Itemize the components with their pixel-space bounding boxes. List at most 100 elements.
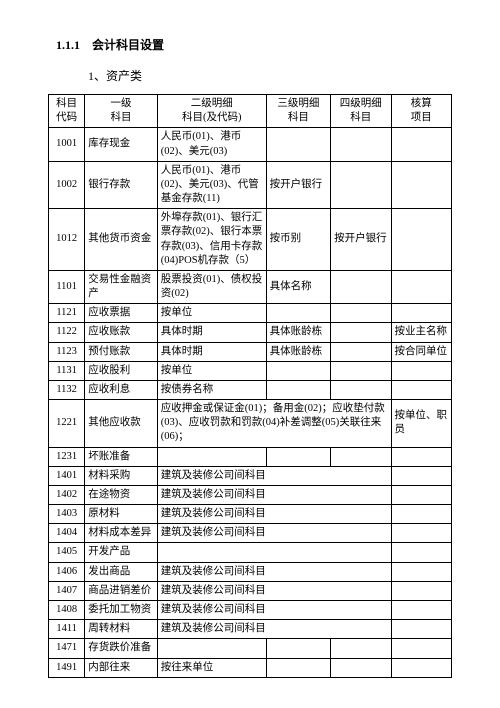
table-row: 1002银行存款人民币(01)、港币(02)、美元(03)、代管基金存款(11)… — [49, 161, 452, 209]
cell-lv3: 按开户银行 — [266, 161, 330, 209]
cell-code: 1404 — [49, 524, 85, 543]
cell-lv2-merged: 建筑及装修公司间科目 — [157, 600, 391, 619]
cell-item: 按合同单位 — [391, 342, 451, 361]
table-row: 1471存货跌价准备 — [49, 639, 452, 658]
cell-code: 1411 — [49, 620, 85, 639]
cell-lv1: 交易性金融资产 — [85, 270, 158, 303]
col-header: 一级科目 — [85, 95, 158, 128]
cell-code: 1406 — [49, 562, 85, 581]
cell-lv4 — [331, 304, 391, 323]
cell-lv4: 按开户银行 — [331, 209, 391, 271]
section-title: 1.1.1 会计科目设置 — [56, 36, 452, 53]
cell-lv4 — [331, 161, 391, 209]
cell-lv3: 按币别 — [266, 209, 330, 271]
cell-lv2-merged: 建筑及装修公司间科目 — [157, 466, 391, 485]
table-row: 1411周转材料建筑及装修公司间科目 — [49, 620, 452, 639]
cell-lv4 — [331, 270, 391, 303]
cell-code: 1121 — [49, 304, 85, 323]
cell-lv4 — [331, 128, 391, 161]
cell-lv1: 应收利息 — [85, 380, 158, 399]
cell-lv3: 具体账龄栋 — [266, 323, 330, 342]
table-row: 1405开发产品 — [49, 543, 452, 562]
cell-code: 1122 — [49, 323, 85, 342]
table-row: 1407商品进销差价建筑及装修公司间科目 — [49, 581, 452, 600]
table-row: 1122应收账款具体时期具体账龄栋按业主名称 — [49, 323, 452, 342]
table-row: 1221其他应收款应收押金或保证金(01)；备用金(02)；应收垫付款(03)、… — [49, 400, 452, 448]
cell-code: 1131 — [49, 361, 85, 380]
table-row: 1402在途物资建筑及装修公司间科目 — [49, 485, 452, 504]
cell-lv2: 人民币(01)、港币(02)、美元(03)、代管基金存款(11) — [157, 161, 266, 209]
cell-lv2: 具体时期 — [157, 323, 266, 342]
cell-lv1: 在途物资 — [85, 485, 158, 504]
table-row: 1001库存现金人民币(01)、港币(02)、美元(03) — [49, 128, 452, 161]
cell-code: 1123 — [49, 342, 85, 361]
cell-item — [391, 505, 451, 524]
table-row: 1123预付账款具体时期具体账龄栋按合同单位 — [49, 342, 452, 361]
cell-lv1: 应收票据 — [85, 304, 158, 323]
cell-lv1: 材料采购 — [85, 466, 158, 485]
cell-code: 1002 — [49, 161, 85, 209]
cell-lv1: 存货跌价准备 — [85, 639, 158, 658]
cell-lv2: 人民币(01)、港币(02)、美元(03) — [157, 128, 266, 161]
cell-lv4 — [331, 323, 391, 342]
cell-lv2: 股票投资(01)、债权投资(02) — [157, 270, 266, 303]
cell-lv1: 应收股利 — [85, 361, 158, 380]
cell-code: 1402 — [49, 485, 85, 504]
cell-lv2-merged: 应收押金或保证金(01)；备用金(02)；应收垫付款(03)、应收罚款和罚款(0… — [157, 400, 391, 448]
cell-lv2 — [157, 639, 266, 658]
cell-lv4 — [331, 361, 391, 380]
table-row: 1406发出商品建筑及装修公司间科目 — [49, 562, 452, 581]
cell-lv1: 银行存款 — [85, 161, 158, 209]
cell-lv3 — [266, 128, 330, 161]
cell-item — [391, 128, 451, 161]
cell-code: 1231 — [49, 447, 85, 466]
cell-code: 1403 — [49, 505, 85, 524]
table-row: 1401材料采购建筑及装修公司间科目 — [49, 466, 452, 485]
cell-lv2-merged: 建筑及装修公司间科目 — [157, 620, 391, 639]
cell-item — [391, 581, 451, 600]
cell-lv2-merged: 建筑及装修公司间科目 — [157, 485, 391, 504]
cell-item — [391, 270, 451, 303]
table-row: 1408委托加工物资建筑及装修公司间科目 — [49, 600, 452, 619]
cell-lv3 — [266, 361, 330, 380]
cell-lv1: 委托加工物资 — [85, 600, 158, 619]
table-row: 1491内部往来按往来单位 — [49, 658, 452, 677]
cell-code: 1221 — [49, 400, 85, 448]
cell-lv2-merged: 建筑及装修公司间科目 — [157, 505, 391, 524]
cell-item — [391, 361, 451, 380]
cell-code: 1491 — [49, 658, 85, 677]
cell-item — [391, 620, 451, 639]
cell-item — [391, 543, 451, 562]
cell-lv2 — [157, 447, 266, 466]
cell-item — [391, 639, 451, 658]
cell-item: 按单位、职员 — [391, 400, 451, 448]
table-header: 科目代码一级科目二级明细科目(及代码)三级明细科目四级明细科目核算项目 — [49, 95, 452, 128]
cell-lv4 — [331, 380, 391, 399]
cell-lv1: 商品进销差价 — [85, 581, 158, 600]
cell-lv1: 发出商品 — [85, 562, 158, 581]
table-row: 1121应收票据按单位 — [49, 304, 452, 323]
cell-lv4 — [331, 639, 391, 658]
cell-lv2: 具体时期 — [157, 342, 266, 361]
cell-lv1: 预付账款 — [85, 342, 158, 361]
cell-lv4 — [331, 447, 391, 466]
table-row: 1231坏账准备 — [49, 447, 452, 466]
cell-code: 1405 — [49, 543, 85, 562]
cell-lv1: 坏账准备 — [85, 447, 158, 466]
col-header: 三级明细科目 — [266, 95, 330, 128]
table-row: 1132应收利息按债券名称 — [49, 380, 452, 399]
cell-lv4 — [331, 658, 391, 677]
table-row: 1404材料成本差异建筑及装修公司间科目 — [49, 524, 452, 543]
cell-lv3 — [266, 447, 330, 466]
cell-code: 1408 — [49, 600, 85, 619]
cell-lv2-merged: 建筑及装修公司间科目 — [157, 562, 391, 581]
cell-lv1: 开发产品 — [85, 543, 158, 562]
col-header: 科目代码 — [49, 95, 85, 128]
cell-lv3 — [266, 304, 330, 323]
cell-lv1: 其他货币资金 — [85, 209, 158, 271]
cell-item: 按业主名称 — [391, 323, 451, 342]
cell-lv3: 具体名称 — [266, 270, 330, 303]
cell-lv1: 内部往来 — [85, 658, 158, 677]
cell-lv3 — [266, 639, 330, 658]
col-header: 四级明细科目 — [331, 95, 391, 128]
